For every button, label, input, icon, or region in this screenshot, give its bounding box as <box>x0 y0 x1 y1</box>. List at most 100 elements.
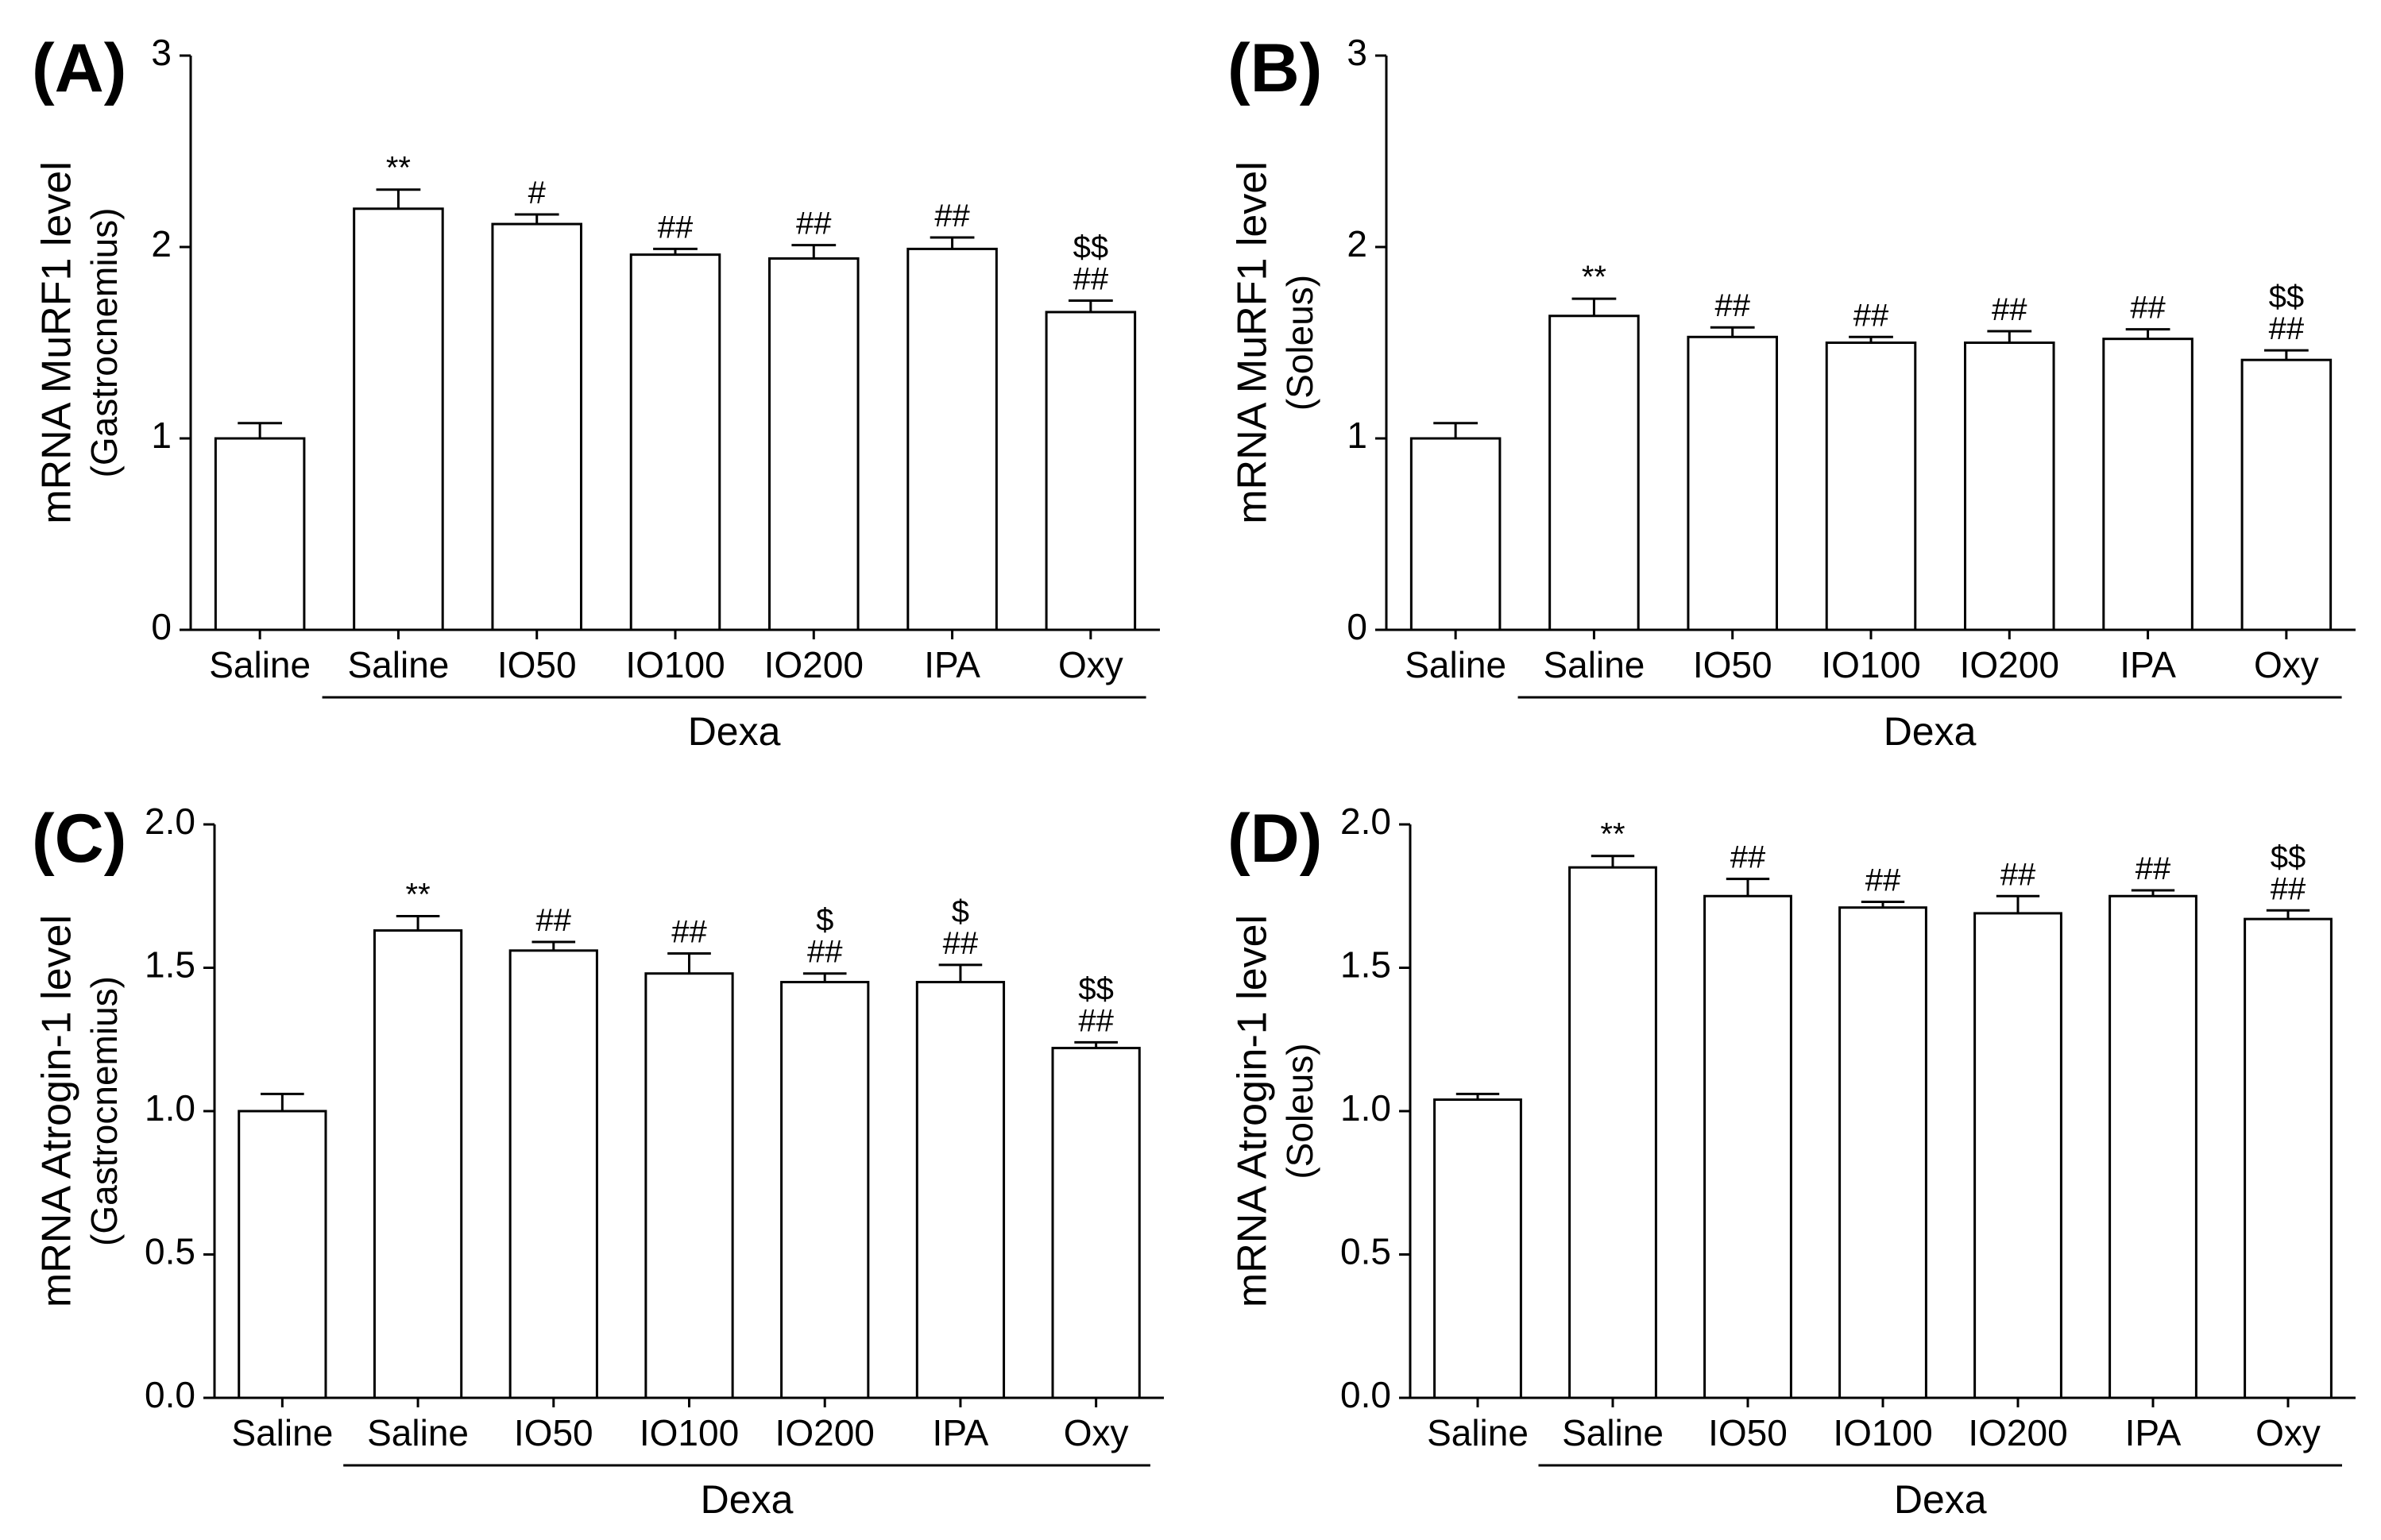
group-label: Dexa <box>1884 709 1977 754</box>
x-tick-label: IPA <box>924 644 980 685</box>
bar <box>1433 1098 1522 1399</box>
bar <box>1973 912 2062 1399</box>
x-tick-label: IPA <box>2125 1412 2182 1453</box>
significance-label: # <box>528 176 547 210</box>
x-tick-label: Saline <box>1562 1412 1664 1453</box>
panel-c: (C) mRNA Atrogin-1 level (Gastrocnemius) 0.… <box>32 801 1164 1522</box>
significance-label: ## <box>943 926 979 961</box>
x-tick-label: IO200 <box>764 644 864 685</box>
significance-label: ## <box>671 914 707 949</box>
significance-label: ** <box>1600 817 1625 852</box>
x-tick-label: IO200 <box>1960 644 2059 685</box>
significance-label: ## <box>2271 871 2306 906</box>
x-tick-label: Oxy <box>1058 644 1123 685</box>
significance-label: ## <box>1730 840 1766 875</box>
x-tick-label: Oxy <box>2255 1412 2321 1453</box>
bar <box>238 1110 327 1399</box>
panel-label: (D) <box>1227 801 1322 877</box>
y-axis-title: mRNA Atrogin-1 level <box>34 915 80 1307</box>
bar <box>1568 866 1657 1399</box>
x-tick-label: Saline <box>1405 644 1506 685</box>
x-tick-label: IO50 <box>1708 1412 1788 1453</box>
bar <box>2102 338 2194 631</box>
bar <box>1548 315 1640 631</box>
significance-label: ## <box>1078 1003 1114 1038</box>
x-tick-label: Saline <box>209 644 311 685</box>
bar <box>1825 342 1917 631</box>
significance-label: ## <box>1992 292 2027 327</box>
significance-label: ** <box>1582 260 1606 295</box>
significance-label: $$ <box>1078 971 1114 1006</box>
significance-label: ## <box>1853 298 1889 333</box>
panel-label: (C) <box>32 801 126 877</box>
bar <box>906 247 998 631</box>
bar <box>1838 906 1927 1399</box>
bar <box>644 972 734 1399</box>
y-tick-label: 1 <box>151 415 172 456</box>
y-tick-label: 1.5 <box>1340 944 1391 986</box>
bar <box>1409 437 1502 631</box>
x-tick-label: IO100 <box>640 1412 739 1453</box>
y-tick-label: 0 <box>1347 606 1367 647</box>
x-tick-label: IPA <box>2120 644 2176 685</box>
significance-label: ** <box>406 878 431 913</box>
significance-label: $$ <box>2271 839 2306 874</box>
panel-label: (B) <box>1227 30 1322 106</box>
significance-label: $ <box>952 894 969 929</box>
y-tick-label: 1.5 <box>145 944 195 986</box>
y-axis-subtitle: (Gastrocnemius) <box>83 208 125 478</box>
y-axis-subtitle: (Soleus) <box>1279 1043 1320 1179</box>
x-tick-label: IO100 <box>625 644 725 685</box>
x-tick-label: IO50 <box>514 1412 593 1453</box>
x-tick-label: Saline <box>1543 644 1645 685</box>
y-tick-label: 3 <box>1347 32 1367 73</box>
significance-label: ** <box>386 151 411 186</box>
bar <box>2244 917 2333 1399</box>
significance-label: $$ <box>1073 230 1109 264</box>
x-tick-label: IO200 <box>775 1412 875 1453</box>
significance-label: ## <box>2130 291 2166 326</box>
bar <box>1687 335 1778 631</box>
group-label: Dexa <box>701 1477 794 1522</box>
significance-label: ## <box>2269 311 2305 346</box>
significance-label: ## <box>1073 261 1109 296</box>
bar <box>780 981 870 1399</box>
bar <box>2108 894 2197 1399</box>
y-tick-label: 1.0 <box>145 1087 195 1129</box>
panel-a: (A) mRNA MuRF1 level (Gastrocnemius) 0 1 2 3 Sa… <box>32 30 1160 754</box>
bar <box>214 437 306 631</box>
x-tick-label: IO200 <box>1968 1412 2067 1453</box>
y-tick-label: 2.0 <box>1340 801 1391 842</box>
y-tick-label: 0 <box>151 606 172 647</box>
y-tick-label: 0.5 <box>1340 1231 1391 1272</box>
x-tick-label: IO100 <box>1833 1412 1932 1453</box>
significance-label: ## <box>2000 857 2036 892</box>
bar <box>1045 311 1137 631</box>
x-tick-label: IO50 <box>1693 644 1772 685</box>
bar <box>508 949 598 1399</box>
x-tick-label: Saline <box>367 1412 469 1453</box>
significance-label: ## <box>807 935 843 970</box>
significance-label: ## <box>536 903 572 938</box>
panel-label: (A) <box>32 30 126 106</box>
y-tick-label: 1.0 <box>1340 1087 1391 1129</box>
y-axis-title: mRNA MuRF1 level <box>34 161 80 524</box>
bar <box>353 207 444 631</box>
x-tick-label: Saline <box>1427 1412 1529 1453</box>
significance-label: $ <box>816 903 833 938</box>
x-tick-label: IO50 <box>497 644 577 685</box>
y-tick-label: 2 <box>1347 223 1367 264</box>
y-axis-subtitle: (Soleus) <box>1279 275 1320 411</box>
significance-label: ## <box>658 210 694 245</box>
x-tick-label: Oxy <box>2254 644 2319 685</box>
significance-label: ## <box>1865 863 1901 897</box>
x-tick-label: Oxy <box>1064 1412 1129 1453</box>
significance-label: ## <box>1714 288 1750 323</box>
bar <box>2240 358 2333 631</box>
y-tick-label: 2 <box>151 223 172 264</box>
y-axis-title: mRNA MuRF1 level <box>1230 161 1276 524</box>
significance-label: ## <box>2136 851 2171 886</box>
group-label: Dexa <box>1894 1477 1987 1522</box>
significance-label: $$ <box>2269 280 2305 315</box>
